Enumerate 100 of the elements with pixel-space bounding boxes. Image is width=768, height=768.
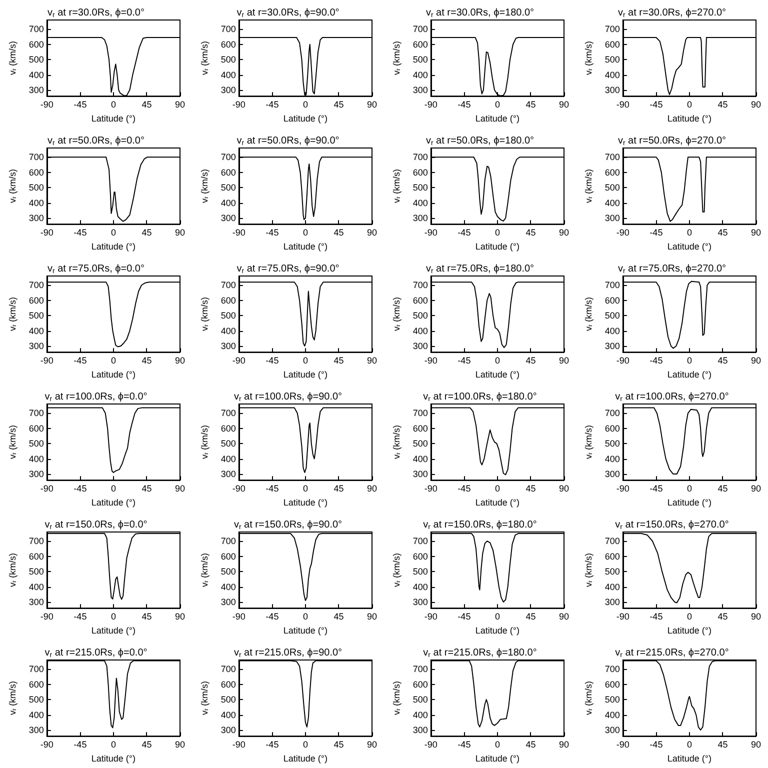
x-tick-label: 45: [526, 100, 536, 110]
y-tick-label: 300: [28, 341, 44, 352]
x-tick-label: 45: [334, 740, 344, 750]
y-tick-label: 500: [604, 182, 620, 193]
y-tick-label: 500: [604, 566, 620, 577]
x-axis-title: Latitude (°): [283, 370, 328, 380]
y-tick-label: 700: [220, 536, 236, 546]
y-tick-label: 300: [28, 469, 44, 480]
x-tick-label: 0: [686, 228, 692, 238]
x-axis-title: Latitude (°): [283, 498, 328, 508]
y-tick-label: 400: [220, 710, 236, 720]
y-tick-label: 400: [604, 710, 620, 720]
y-tick-label: 600: [220, 295, 236, 306]
x-tick-label: 90: [366, 228, 378, 238]
x-tick-label: 90: [750, 228, 762, 238]
x-tick-label: -90: [40, 356, 54, 366]
x-tick-label: -90: [232, 100, 246, 110]
x-tick-label: 90: [366, 356, 378, 366]
y-tick-label: 700: [412, 24, 428, 34]
x-tick-label: -90: [424, 356, 438, 366]
x-tick-label: -45: [74, 228, 87, 238]
y-tick-label: 600: [604, 167, 620, 178]
y-tick-label: 600: [412, 423, 428, 434]
x-tick-label: 0: [302, 100, 308, 110]
x-tick-label: -45: [74, 356, 87, 366]
x-tick-label: -45: [458, 100, 471, 110]
x-axis-title: Latitude (°): [91, 370, 136, 380]
y-tick-label: 500: [412, 182, 428, 193]
y-tick-label: 500: [28, 694, 44, 705]
y-tick-label: 600: [604, 39, 620, 50]
x-tick-label: 45: [718, 484, 728, 494]
x-axis-title: Latitude (°): [667, 370, 712, 380]
y-tick-label: 300: [412, 469, 428, 480]
y-tick-label: 400: [604, 198, 620, 208]
y-tick-label: 700: [604, 664, 620, 674]
x-tick-label: -45: [458, 740, 471, 750]
x-tick-label: -90: [40, 484, 54, 494]
y-tick-label: 500: [220, 54, 236, 65]
y-tick-label: 600: [604, 295, 620, 306]
x-tick-label: 45: [142, 484, 152, 494]
y-tick-label: 400: [220, 198, 236, 208]
x-tick-label: 0: [494, 228, 500, 238]
x-tick-label: -45: [74, 484, 87, 494]
y-tick-label: 600: [28, 423, 44, 434]
x-tick-label: 90: [558, 100, 570, 110]
y-tick-label: 700: [28, 408, 44, 418]
x-tick-label: -45: [650, 100, 663, 110]
y-tick-label: 500: [412, 310, 428, 321]
y-tick-label: 500: [604, 310, 620, 321]
x-tick-label: -90: [40, 612, 54, 622]
y-tick-label: 300: [220, 341, 236, 352]
x-tick-label: 90: [174, 612, 186, 622]
y-tick-label: 700: [604, 24, 620, 34]
x-tick-label: 90: [750, 612, 762, 622]
x-axis-title: Latitude (°): [91, 754, 136, 764]
y-tick-label: 600: [412, 39, 428, 50]
x-tick-label: 0: [110, 100, 116, 110]
x-tick-label: 90: [366, 612, 378, 622]
y-tick-label: 300: [604, 597, 620, 608]
x-tick-label: -45: [266, 612, 279, 622]
y-tick-label: 400: [28, 582, 44, 592]
y-tick-label: 600: [412, 551, 428, 562]
x-axis-title: Latitude (°): [667, 242, 712, 252]
y-tick-label: 400: [604, 326, 620, 336]
y-tick-label: 500: [412, 54, 428, 65]
y-tick-label: 700: [412, 152, 428, 162]
x-tick-label: 45: [334, 228, 344, 238]
y-tick-label: 500: [604, 54, 620, 65]
y-tick-label: 300: [604, 85, 620, 96]
x-tick-label: -45: [458, 356, 471, 366]
y-tick-label: 700: [412, 664, 428, 674]
y-tick-label: 300: [220, 213, 236, 224]
y-tick-label: 700: [220, 280, 236, 290]
x-tick-label: 45: [526, 356, 536, 366]
x-tick-label: -90: [232, 612, 246, 622]
y-tick-label: 400: [220, 70, 236, 80]
y-tick-label: 300: [220, 469, 236, 480]
x-tick-label: -90: [616, 228, 630, 238]
y-tick-label: 300: [412, 213, 428, 224]
x-tick-label: -90: [616, 356, 630, 366]
y-tick-label: 600: [28, 551, 44, 562]
y-tick-label: 700: [412, 536, 428, 546]
y-tick-label: 700: [604, 280, 620, 290]
x-tick-label: -45: [74, 740, 87, 750]
y-tick-label: 300: [28, 213, 44, 224]
y-tick-label: 600: [28, 679, 44, 690]
y-tick-label: 400: [412, 198, 428, 208]
y-tick-label: 300: [28, 725, 44, 736]
y-tick-label: 500: [28, 54, 44, 65]
x-tick-label: 45: [718, 740, 728, 750]
y-tick-label: 600: [28, 39, 44, 50]
x-tick-label: -90: [40, 100, 54, 110]
y-tick-label: 300: [604, 341, 620, 352]
y-tick-label: 400: [604, 454, 620, 464]
x-tick-label: 45: [718, 612, 728, 622]
x-tick-label: -90: [616, 100, 630, 110]
x-tick-label: 90: [366, 484, 378, 494]
x-tick-label: -45: [650, 356, 663, 366]
x-tick-label: 90: [558, 484, 570, 494]
x-tick-label: -45: [458, 612, 471, 622]
